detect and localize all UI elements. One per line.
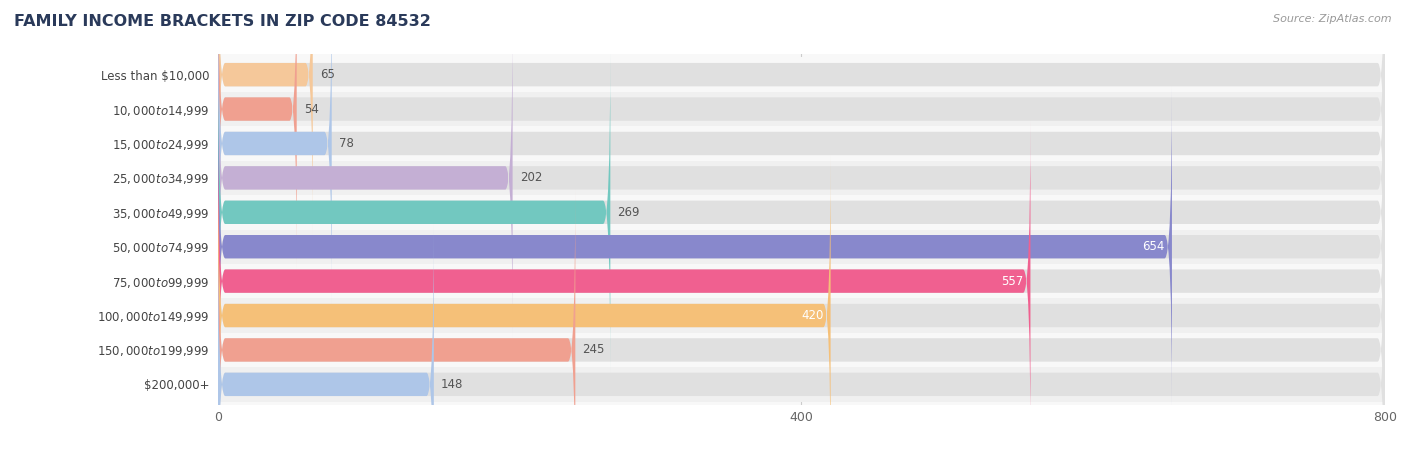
FancyBboxPatch shape xyxy=(218,0,312,235)
FancyBboxPatch shape xyxy=(218,224,434,450)
Text: 148: 148 xyxy=(441,378,464,391)
Bar xyxy=(218,58,1385,92)
FancyBboxPatch shape xyxy=(218,0,1385,304)
Text: 78: 78 xyxy=(339,137,354,150)
Text: 54: 54 xyxy=(304,103,319,116)
FancyBboxPatch shape xyxy=(218,155,1385,450)
Bar xyxy=(218,230,1385,264)
FancyBboxPatch shape xyxy=(218,189,575,450)
FancyBboxPatch shape xyxy=(218,18,513,338)
FancyBboxPatch shape xyxy=(218,0,1385,235)
FancyBboxPatch shape xyxy=(218,0,297,270)
Bar xyxy=(218,126,1385,161)
Bar xyxy=(218,92,1385,126)
Text: FAMILY INCOME BRACKETS IN ZIP CODE 84532: FAMILY INCOME BRACKETS IN ZIP CODE 84532 xyxy=(14,14,430,28)
FancyBboxPatch shape xyxy=(218,86,1173,407)
Text: 269: 269 xyxy=(617,206,640,219)
FancyBboxPatch shape xyxy=(218,121,1385,441)
FancyBboxPatch shape xyxy=(218,52,610,373)
Bar xyxy=(218,367,1385,401)
FancyBboxPatch shape xyxy=(218,155,831,450)
Text: 245: 245 xyxy=(582,343,605,356)
FancyBboxPatch shape xyxy=(218,224,1385,450)
Text: 420: 420 xyxy=(801,309,824,322)
Bar xyxy=(218,161,1385,195)
FancyBboxPatch shape xyxy=(218,52,1385,373)
FancyBboxPatch shape xyxy=(218,18,1385,338)
Bar xyxy=(218,195,1385,230)
Text: 65: 65 xyxy=(321,68,335,81)
FancyBboxPatch shape xyxy=(218,86,1385,407)
Text: 654: 654 xyxy=(1142,240,1164,253)
FancyBboxPatch shape xyxy=(218,189,1385,450)
Text: 202: 202 xyxy=(520,171,543,184)
Bar xyxy=(218,298,1385,333)
FancyBboxPatch shape xyxy=(218,0,1385,270)
Text: 557: 557 xyxy=(1001,274,1024,288)
Text: Source: ZipAtlas.com: Source: ZipAtlas.com xyxy=(1274,14,1392,23)
FancyBboxPatch shape xyxy=(218,121,1031,441)
Bar xyxy=(218,333,1385,367)
Bar xyxy=(218,264,1385,298)
FancyBboxPatch shape xyxy=(218,0,332,304)
